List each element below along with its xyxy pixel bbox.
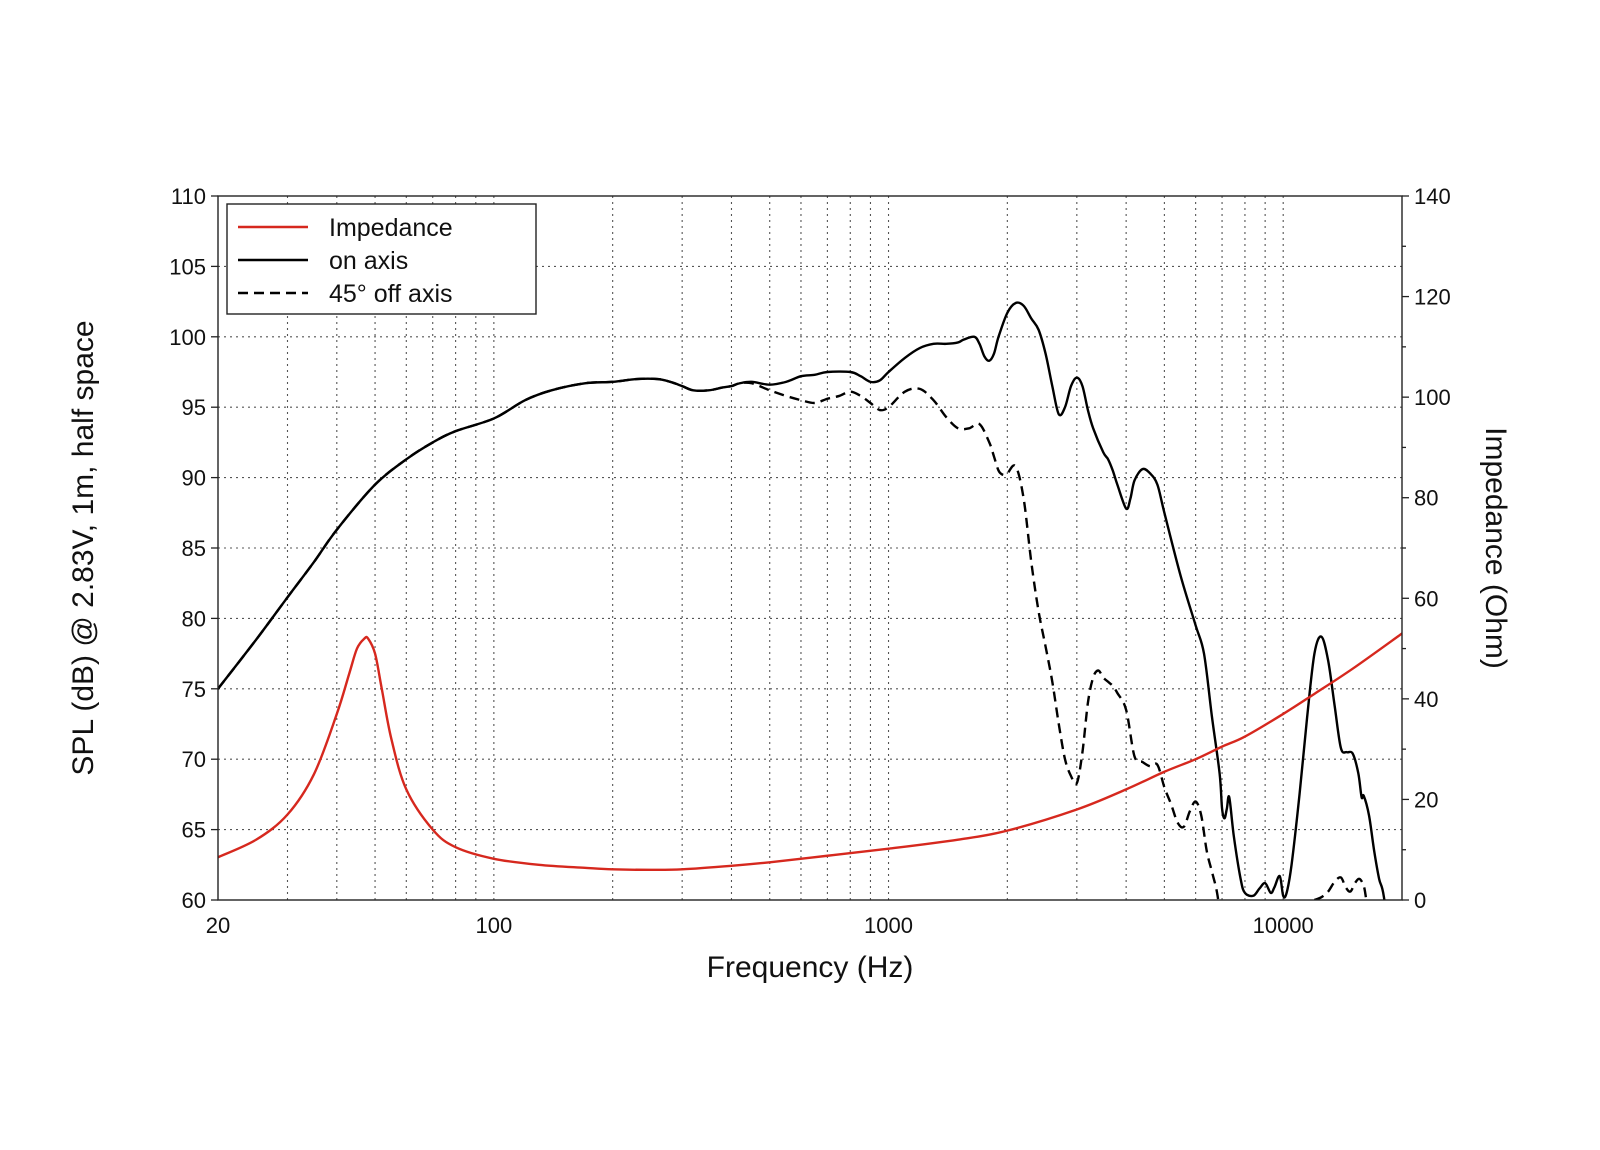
series-off-axis-hf	[1313, 876, 1368, 900]
y-tick-label: 105	[169, 254, 206, 279]
x-tick-label: 1000	[864, 913, 913, 938]
y2-axis-title: Impedance (Ohm)	[1479, 427, 1512, 669]
y-tick-label: 65	[182, 818, 206, 843]
y2-tick-label: 140	[1414, 184, 1451, 209]
y-axis-title: SPL (dB) @ 2.83V, 1m, half space	[67, 320, 100, 775]
y-tick-label: 85	[182, 536, 206, 561]
y-tick-label: 75	[182, 677, 206, 702]
y-tick-label: 60	[182, 888, 206, 913]
legend-label-off-axis: 45° off axis	[329, 280, 453, 308]
series-on-axis	[218, 301, 1386, 900]
series-off-axis	[218, 377, 1220, 900]
x-tick-label: 20	[206, 913, 230, 938]
axes: 110 105 100 95 90 85 80 75 70 65 60 140 120 100 80 60 40…	[169, 184, 1450, 938]
legend-label-impedance: Impedance	[329, 214, 453, 242]
series-impedance	[218, 632, 1402, 872]
y-tick-label: 70	[182, 747, 206, 772]
x-axis-title: Frequency (Hz)	[707, 951, 914, 984]
x-tick-label: 100	[476, 913, 513, 938]
y2-tick-label: 120	[1414, 285, 1451, 310]
y-tick-label: 95	[182, 395, 206, 420]
y2-tick-label: 20	[1414, 787, 1438, 812]
y2-tick-label: 0	[1414, 888, 1426, 913]
x-tick-label: 10000	[1253, 913, 1314, 938]
y2-tick-label: 60	[1414, 586, 1438, 611]
legend-label-on-axis: on axis	[329, 247, 408, 275]
y-tick-label: 110	[171, 184, 206, 209]
series-layer	[218, 301, 1402, 900]
y-tick-label: 80	[182, 606, 206, 631]
y-tick-label: 90	[182, 466, 206, 491]
y-tick-label: 100	[169, 325, 206, 350]
y2-tick-label: 80	[1414, 486, 1438, 511]
y2-tick-label: 40	[1414, 687, 1438, 712]
legend: Impedance on axis 45° off axis	[226, 203, 537, 315]
y2-tick-label: 100	[1414, 385, 1451, 410]
